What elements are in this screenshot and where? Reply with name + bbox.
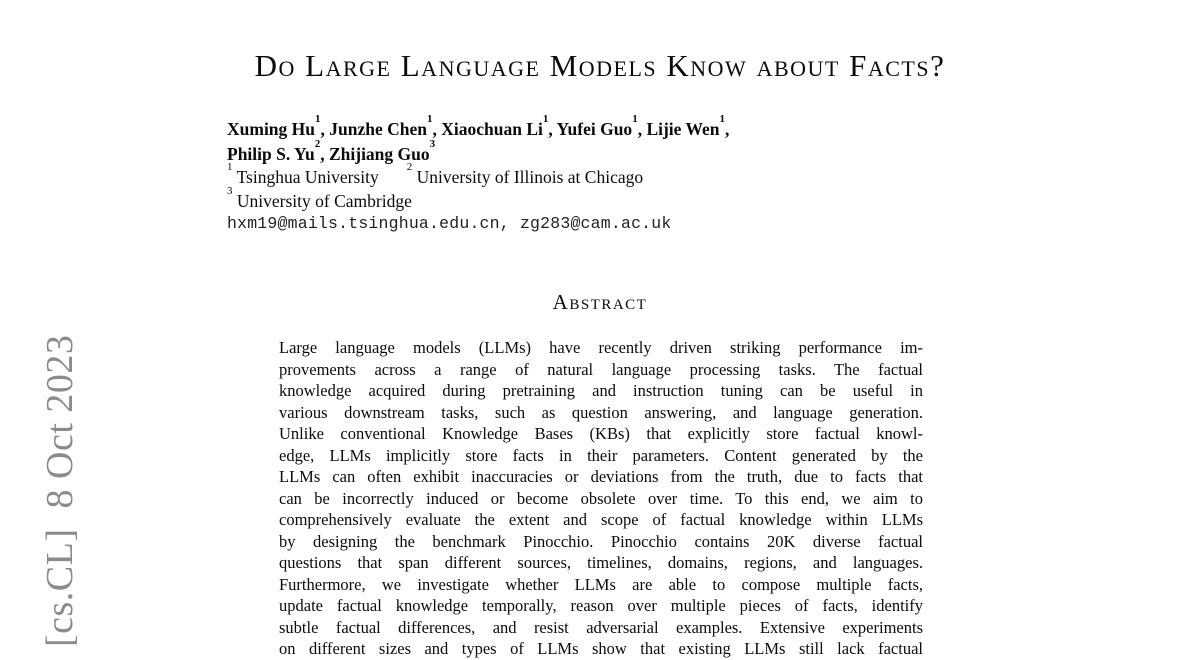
- abstract-line: Large language models (LLMs) have recent…: [279, 338, 923, 357]
- affiliation-sup: 3: [227, 184, 233, 197]
- author-name: Philip S. Yu: [227, 144, 315, 164]
- abstract-line: questions that span different sources, t…: [279, 553, 923, 572]
- affiliation-block: 1 Tsinghua University 2 University of Ill…: [227, 162, 644, 214]
- author-name: Zhijiang Guo: [328, 144, 430, 164]
- abstract-line: Furthermore, we investigate whether LLMs…: [279, 574, 923, 594]
- abstract-line: knowledge acquired during pretraining an…: [279, 381, 923, 400]
- affiliation-name: Tsinghua University: [236, 167, 379, 187]
- author-affiliation-sup: 1: [315, 113, 321, 126]
- affiliation-line-2: 3 University of Cambridge: [227, 185, 643, 214]
- author-separator: ,: [432, 119, 442, 139]
- author-separator: ,: [548, 119, 557, 139]
- affiliation-sup: 1: [227, 161, 233, 174]
- abstract-line: by designing the benchmark Pinocchio. Pi…: [279, 531, 923, 551]
- author-line-2: Philip S. Yu2, Zhijiang Guo3: [227, 139, 729, 167]
- affiliation-line-1: 1 Tsinghua University 2 University of Ill…: [227, 162, 644, 190]
- abstract-line: provements across a range of natural lan…: [279, 359, 923, 379]
- abstract-line: update factual knowledge temporally, rea…: [279, 596, 923, 615]
- paper-title: Do Large Language Models Know about Fact…: [254, 48, 946, 83]
- affiliation-name: University of Cambridge: [236, 190, 412, 211]
- abstract-line: LLMs can often exhibit inaccuracies or d…: [279, 467, 923, 486]
- author-affiliation-sup: 1: [542, 113, 549, 126]
- author-affiliation-sup: 1: [427, 113, 433, 126]
- author-affiliation-sup: 3: [429, 138, 436, 151]
- author-separator: ,: [320, 119, 330, 139]
- abstract-line: Unlike conventional Knowledge Bases (KBs…: [279, 424, 923, 443]
- author-name: Xuming Hu: [227, 119, 316, 139]
- arxiv-watermark: [cs.CL] 8 Oct 2023: [39, 334, 81, 647]
- abstract-line: edge, LLMs implicitly store facts in the…: [279, 445, 923, 465]
- abstract-heading: Abstract: [552, 290, 648, 314]
- affiliation-name: University of Illinois at Chicago: [416, 167, 644, 187]
- author-block: Xuming Hu1, Junzhe Chen1, Xiaochuan Li1,…: [227, 114, 730, 167]
- abstract-line: various downstream tasks, such as questi…: [279, 402, 923, 422]
- affiliation-sup: 2: [406, 161, 413, 174]
- author-name: Xiaochuan Li: [441, 119, 543, 139]
- email-line: hxm19@mails.tsinghua.edu.cn, zg283@cam.a…: [227, 214, 672, 233]
- abstract-line: on different sizes and types of LLMs sho…: [279, 639, 923, 658]
- author-separator: ,: [637, 119, 647, 139]
- author-affiliation-sup: 2: [314, 138, 321, 151]
- abstract-line: subtle factual differences, and resist a…: [279, 617, 923, 637]
- author-name: Lijie Wen: [646, 119, 720, 139]
- author-separator: ,: [725, 119, 730, 139]
- author-name: Junzhe Chen: [329, 119, 427, 139]
- author-separator: ,: [320, 144, 329, 164]
- abstract-line: comprehensively evaluate the extent and …: [279, 510, 923, 529]
- author-affiliation-sup: 1: [632, 113, 638, 126]
- abstract-line: can be incorrectly induced or become obs…: [279, 488, 923, 508]
- author-name: Yufei Guo: [556, 119, 633, 139]
- author-affiliation-sup: 1: [719, 113, 726, 126]
- author-line-1: Xuming Hu1, Junzhe Chen1, Xiaochuan Li1,…: [227, 114, 730, 142]
- abstract-body: Large language models (LLMs) have recent…: [279, 337, 923, 660]
